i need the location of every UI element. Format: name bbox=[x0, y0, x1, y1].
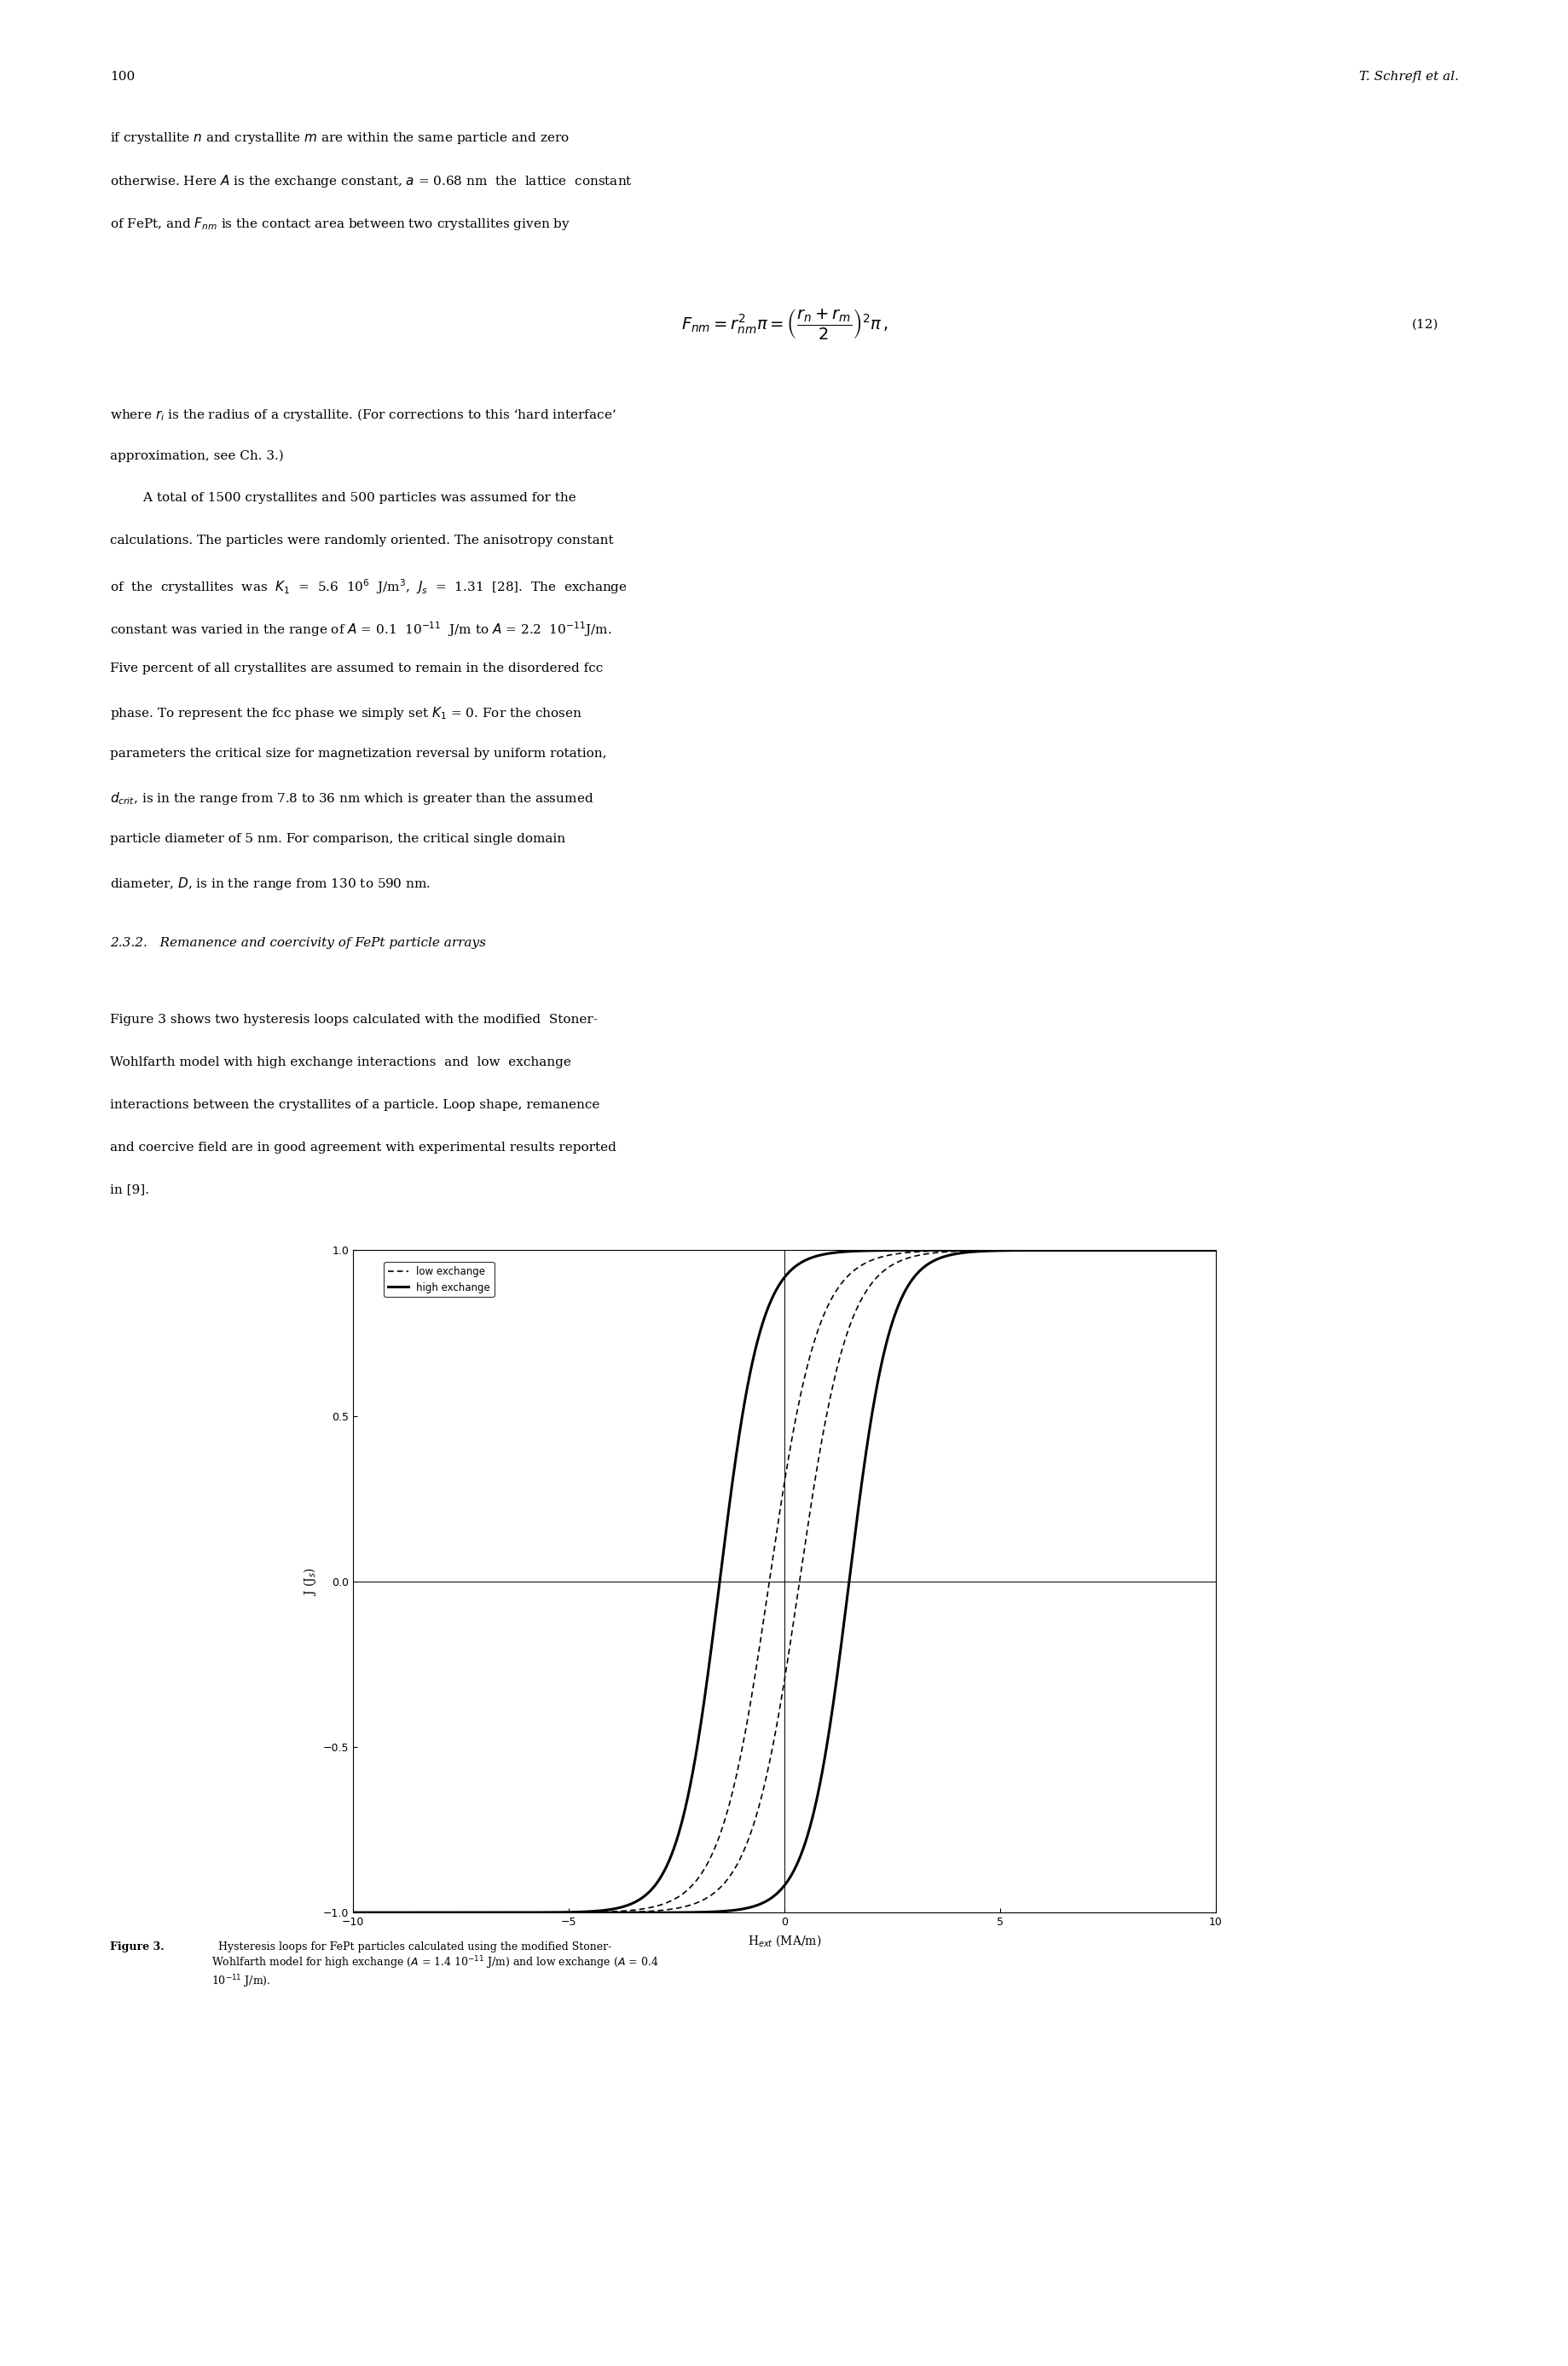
Text: of FePt, and $F_{nm}$ is the contact area between two crystallites given by: of FePt, and $F_{nm}$ is the contact are… bbox=[110, 215, 571, 232]
Text: 2.3.2.   Remanence and coercivity of FePt particle arrays: 2.3.2. Remanence and coercivity of FePt … bbox=[110, 937, 486, 949]
Text: in [9].: in [9]. bbox=[110, 1183, 149, 1195]
Text: Hysteresis loops for FePt particles calculated using the modified Stoner-
Wohlfa: Hysteresis loops for FePt particles calc… bbox=[212, 1940, 659, 1990]
Line: high exchange: high exchange bbox=[353, 1249, 1215, 1912]
high exchange bbox=[492, 1898, 511, 1926]
Text: and coercive field are in good agreement with experimental results reported: and coercive field are in good agreement… bbox=[110, 1140, 616, 1152]
Text: (12): (12) bbox=[1411, 317, 1438, 331]
Text: constant was varied in the range of $A$ = 0.1  10$^{-11}$  J/m to $A$ = 2.2  10$: constant was varied in the range of $A$ … bbox=[110, 620, 612, 639]
Text: of  the  crystallites  was  $K_1$  =  5.6  10$^6$  J/m$^3$,  $J_s$  =  1.31  [28: of the crystallites was $K_1$ = 5.6 10$^… bbox=[110, 577, 627, 596]
Line: low exchange: low exchange bbox=[353, 1249, 1215, 1912]
Text: where $r_i$ is the radius of a crystallite. (For corrections to this ‘hard inter: where $r_i$ is the radius of a crystalli… bbox=[110, 407, 616, 424]
Text: T. Schrefl et al.: T. Schrefl et al. bbox=[1358, 71, 1458, 83]
X-axis label: H$_{ext}$ (MA/m): H$_{ext}$ (MA/m) bbox=[748, 1933, 820, 1947]
Text: approximation, see Ch. 3.): approximation, see Ch. 3.) bbox=[110, 450, 284, 461]
high exchange bbox=[1206, 1235, 1225, 1263]
Text: $F_{nm} = r^2_{nm}\pi = \left(\dfrac{r_n + r_m}{2}\right)^2 \pi\,,$: $F_{nm} = r^2_{nm}\pi = \left(\dfrac{r_n… bbox=[681, 308, 887, 341]
low exchange bbox=[442, 1898, 461, 1926]
Text: parameters the critical size for magnetization reversal by uniform rotation,: parameters the critical size for magneti… bbox=[110, 748, 607, 759]
high exchange bbox=[442, 1898, 461, 1926]
Text: $d_{crit}$, is in the range from 7.8 to 36 nm which is greater than the assumed: $d_{crit}$, is in the range from 7.8 to … bbox=[110, 790, 593, 807]
Text: interactions between the crystallites of a particle. Loop shape, remanence: interactions between the crystallites of… bbox=[110, 1098, 599, 1110]
low exchange bbox=[712, 1872, 731, 1900]
Text: Figure 3 shows two hysteresis loops calculated with the modified  Stoner-: Figure 3 shows two hysteresis loops calc… bbox=[110, 1013, 597, 1024]
low exchange bbox=[1096, 1235, 1115, 1263]
Legend: low exchange, high exchange: low exchange, high exchange bbox=[384, 1261, 494, 1297]
high exchange bbox=[674, 1898, 693, 1926]
Text: particle diameter of 5 nm. For comparison, the critical single domain: particle diameter of 5 nm. For compariso… bbox=[110, 833, 564, 845]
Text: 100: 100 bbox=[110, 71, 135, 83]
Text: Five percent of all crystallites are assumed to remain in the disordered fcc: Five percent of all crystallites are ass… bbox=[110, 662, 602, 674]
Text: A total of 1500 crystallites and 500 particles was assumed for the: A total of 1500 crystallites and 500 par… bbox=[110, 492, 575, 504]
low exchange bbox=[1189, 1235, 1207, 1263]
Text: Wohlfarth model with high exchange interactions  and  low  exchange: Wohlfarth model with high exchange inter… bbox=[110, 1055, 571, 1067]
low exchange bbox=[674, 1893, 693, 1921]
low exchange bbox=[492, 1898, 511, 1926]
high exchange bbox=[712, 1898, 731, 1926]
Text: Figure 3.: Figure 3. bbox=[110, 1940, 165, 1952]
Text: if crystallite $n$ and crystallite $m$ are within the same particle and zero: if crystallite $n$ and crystallite $m$ a… bbox=[110, 130, 569, 144]
low exchange bbox=[343, 1898, 362, 1926]
Text: diameter, $D$, is in the range from 130 to 590 nm.: diameter, $D$, is in the range from 130 … bbox=[110, 875, 430, 892]
low exchange bbox=[1206, 1235, 1225, 1263]
Text: otherwise. Here $A$ is the exchange constant, $a$ = 0.68 nm  the  lattice  const: otherwise. Here $A$ is the exchange cons… bbox=[110, 173, 632, 189]
high exchange bbox=[343, 1898, 362, 1926]
Text: phase. To represent the fcc phase we simply set $K_1$ = 0. For the chosen: phase. To represent the fcc phase we sim… bbox=[110, 705, 582, 722]
Text: calculations. The particles were randomly oriented. The anisotropy constant: calculations. The particles were randoml… bbox=[110, 535, 613, 547]
high exchange bbox=[1189, 1235, 1207, 1263]
high exchange bbox=[1096, 1235, 1115, 1263]
Y-axis label: J (J$_s$): J (J$_s$) bbox=[301, 1566, 318, 1597]
